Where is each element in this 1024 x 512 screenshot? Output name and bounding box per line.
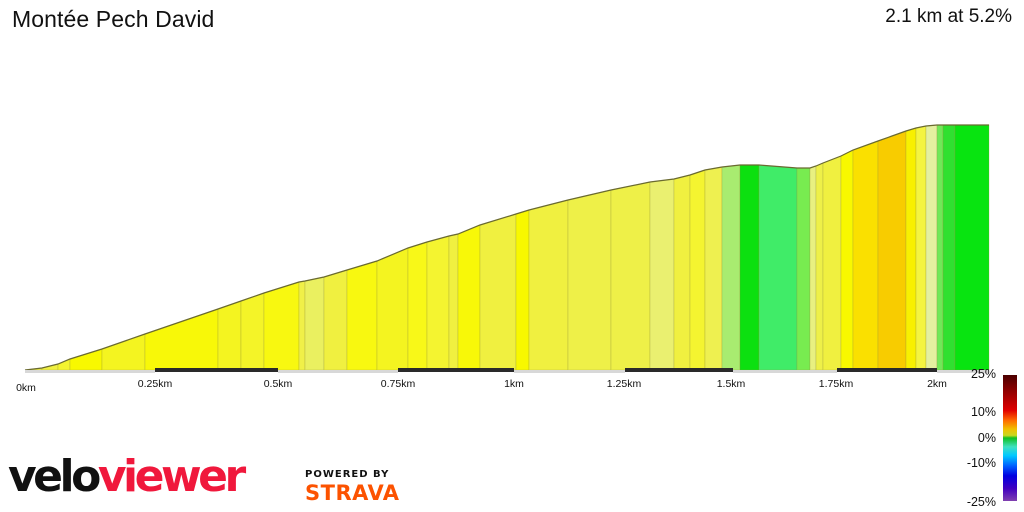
distance-band: [937, 370, 989, 373]
distance-band: [625, 368, 733, 372]
distance-band: [733, 370, 837, 373]
gradient-segment: [448, 233, 459, 371]
x-tick-label: 0.5km: [263, 378, 293, 390]
x-tick-label: 1km: [504, 378, 524, 390]
x-tick-label: 1.75km: [818, 378, 854, 390]
gradient-segment: [144, 308, 219, 371]
powered-by-label: POWERED BY: [305, 469, 390, 480]
gradient-segment: [426, 235, 450, 371]
legend-label: -25%: [966, 495, 996, 509]
gradient-segment: [796, 167, 811, 371]
gradient-segment: [376, 247, 409, 371]
gradient-segment: [689, 169, 706, 371]
veloviewer-logo: veloviewer: [8, 451, 246, 502]
gradient-segment: [479, 213, 517, 371]
gradient-segment: [263, 281, 300, 371]
gradient-segment: [457, 224, 481, 371]
gradient-segment: [567, 189, 612, 371]
strava-logo: STRAVA: [305, 481, 400, 505]
distance-band: [25, 370, 155, 373]
gradient-segment: [57, 358, 71, 371]
logo-velo: velo: [8, 451, 101, 502]
x-tick-label: 0km: [16, 382, 36, 394]
distance-band: [398, 368, 514, 372]
gradient-segment: [809, 165, 817, 371]
gradient-segment: [407, 241, 428, 371]
gradient-segment: [704, 166, 723, 371]
legend-label: 25%: [970, 367, 996, 381]
gradient-segment: [954, 124, 990, 371]
distance-band: [155, 368, 278, 372]
gradient-segment: [69, 348, 103, 371]
gradient-segment: [721, 164, 741, 371]
gradient-segment: [822, 155, 842, 371]
x-tick-label: 1.5km: [716, 378, 746, 390]
x-tick-label: 1.25km: [606, 378, 642, 390]
logo-viewer: viewer: [97, 451, 246, 502]
legend-label: 10%: [970, 405, 996, 419]
gradient-segment: [304, 276, 325, 371]
distance-band: [837, 368, 937, 372]
gradient-segment: [915, 125, 927, 371]
gradient-segment: [936, 124, 944, 371]
gradient-segment: [758, 164, 798, 371]
page-title: Montée Pech David: [12, 6, 215, 32]
gradient-segment: [610, 181, 651, 371]
gradient-segment: [515, 209, 530, 371]
gradient-segment: [739, 164, 760, 371]
elevation-outline: [24, 124, 989, 371]
gradient-segment: [673, 174, 691, 371]
gradient-segment: [840, 149, 854, 371]
x-tick-label: 0.75km: [380, 378, 416, 390]
distance-band: [514, 370, 625, 373]
gradient-segment: [852, 140, 879, 371]
gradient-segment: [877, 130, 907, 371]
distance-band: [278, 370, 398, 373]
gradient-segment: [346, 260, 378, 371]
x-tick-label: 2km: [927, 378, 947, 390]
gradient-segment: [323, 269, 348, 371]
gradient-segment: [101, 333, 146, 371]
gradient-segment: [905, 127, 917, 371]
climb-summary: 2.1 km at 5.2%: [885, 6, 1012, 27]
gradient-color-scale: [1003, 375, 1017, 501]
gradient-segment: [298, 280, 306, 371]
x-tick-label: 0.25km: [137, 378, 173, 390]
gradient-segment: [528, 199, 569, 371]
legend-label: -10%: [966, 456, 996, 470]
gradient-segment: [815, 162, 824, 371]
gradient-segment: [217, 300, 242, 371]
gradient-segment: [925, 124, 938, 371]
elevation-profile-chart: [24, 124, 990, 373]
gradient-segment: [240, 292, 265, 371]
gradient-segment: [942, 124, 956, 371]
gradient-segment: [649, 178, 675, 371]
legend-label: 0%: [977, 431, 996, 445]
